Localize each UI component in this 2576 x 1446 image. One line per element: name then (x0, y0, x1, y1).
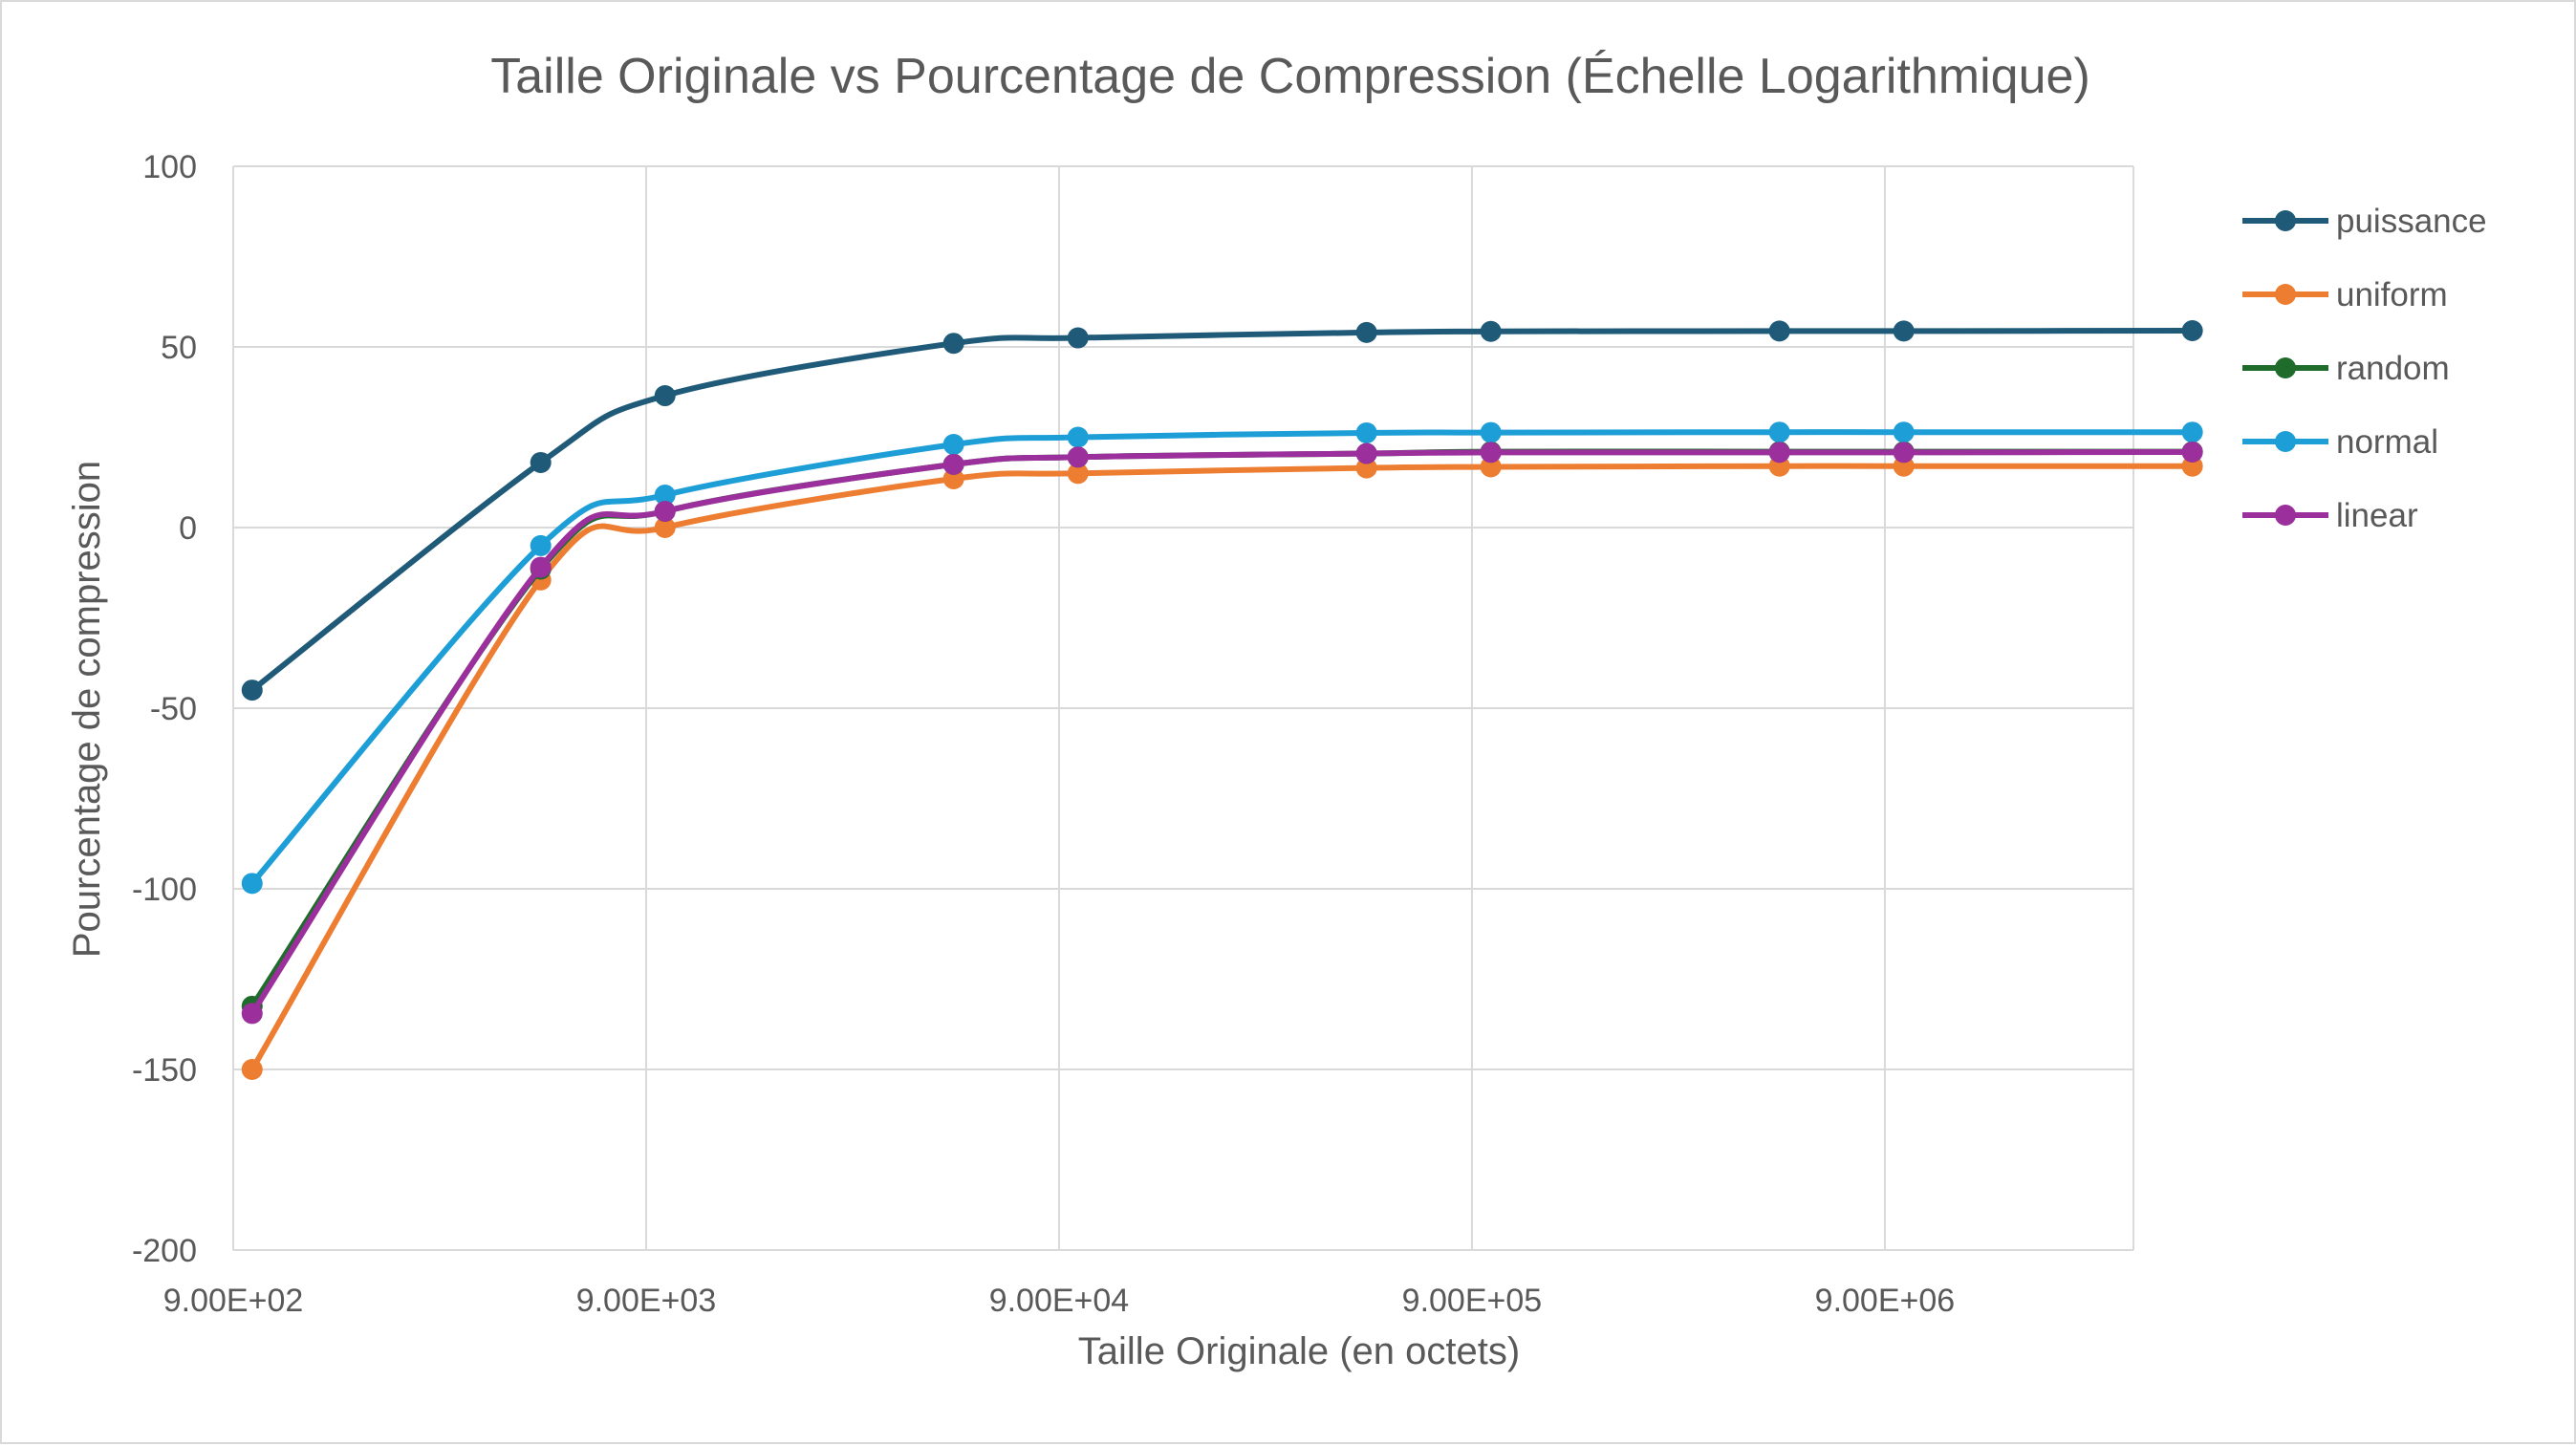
legend-swatch-marker (2275, 284, 2296, 305)
y-axis-label: Pourcentage de compression (66, 461, 108, 958)
data-point-normal (1067, 426, 1089, 448)
data-point-puissance (2181, 319, 2203, 341)
data-point-linear (942, 453, 964, 475)
series-line-uniform (249, 463, 2196, 1072)
data-point-linear (530, 556, 552, 578)
legend-swatch-marker (2275, 505, 2296, 526)
legend-item-puissance: puissance (2242, 203, 2487, 240)
series-line-linear (249, 449, 2196, 1017)
x-tick-label: 9.00E+04 (989, 1283, 1130, 1319)
data-point-puissance (1480, 320, 1502, 342)
legend-label: normal (2336, 423, 2438, 461)
y-tick-label: -200 (132, 1233, 197, 1269)
data-point-normal (1355, 421, 1377, 443)
data-point-uniform (942, 467, 964, 489)
data-point-linear (1768, 442, 1790, 464)
data-point-normal (1480, 421, 1502, 443)
series-linear (241, 441, 2203, 1025)
series-normal (241, 421, 2203, 895)
data-point-normal (654, 484, 676, 506)
series-puissance (241, 319, 2203, 701)
data-point-linear (1893, 442, 1915, 464)
x-tick-label: 9.00E+06 (1815, 1283, 1956, 1319)
data-point-linear (2181, 441, 2203, 463)
data-point-puissance (654, 385, 676, 407)
data-point-puissance (530, 451, 552, 473)
data-point-uniform (241, 1059, 263, 1080)
y-tick-label: 50 (161, 330, 197, 366)
x-axis-label: Taille Originale (en octets) (1078, 1330, 1520, 1372)
legend-swatch-marker (2275, 431, 2296, 452)
data-point-puissance (1067, 327, 1089, 349)
data-point-linear (1480, 442, 1502, 464)
legend: puissance uniform random normal linear (2242, 203, 2487, 534)
data-point-puissance (1768, 320, 1790, 342)
data-point-uniform (1355, 457, 1377, 479)
y-tick-label: 0 (179, 510, 197, 547)
data-point-linear (654, 500, 676, 522)
data-point-puissance (942, 333, 964, 355)
legend-label: uniform (2336, 276, 2448, 313)
data-point-puissance (1893, 320, 1915, 342)
data-point-linear (1067, 446, 1089, 468)
data-point-normal (2181, 421, 2203, 443)
chart-title: Taille Originale vs Pourcentage de Compr… (490, 49, 2090, 104)
legend-item-uniform: uniform (2242, 276, 2448, 313)
data-point-uniform (1067, 463, 1089, 485)
data-point-normal (1768, 421, 1790, 443)
y-tick-label: -150 (132, 1052, 197, 1089)
x-tick-label: 9.00E+05 (1402, 1283, 1543, 1319)
legend-label: random (2336, 350, 2450, 387)
data-point-normal (241, 873, 263, 895)
y-axis-ticks: 100 50 0 -50 -100 -150 -200 (132, 149, 197, 1269)
data-point-uniform (1480, 456, 1502, 478)
legend-item-normal: normal (2242, 423, 2438, 461)
legend-swatch-marker (2275, 357, 2296, 378)
data-point-linear (241, 1003, 263, 1025)
legend-swatch-marker (2275, 210, 2296, 231)
data-point-puissance (1355, 321, 1377, 343)
series-line-puissance (249, 328, 2196, 694)
data-point-linear (1355, 442, 1377, 464)
data-point-normal (1893, 421, 1915, 443)
series-line-random (249, 448, 2196, 1009)
x-tick-label: 9.00E+02 (163, 1283, 304, 1319)
gridlines (232, 165, 2134, 1251)
legend-label: puissance (2336, 203, 2487, 240)
x-axis-ticks: 9.00E+02 9.00E+03 9.00E+04 9.00E+05 9.00E+06 (163, 1283, 1955, 1319)
x-tick-label: 9.00E+03 (576, 1283, 717, 1319)
y-tick-label: -100 (132, 872, 197, 908)
series-line-normal (249, 429, 2196, 887)
legend-item-random: random (2242, 350, 2450, 387)
data-point-normal (942, 434, 964, 456)
y-tick-label: 100 (142, 149, 197, 185)
series-layer (241, 319, 2203, 1080)
legend-item-linear: linear (2242, 497, 2418, 534)
data-point-normal (530, 534, 552, 556)
legend-label: linear (2336, 497, 2418, 534)
data-point-puissance (241, 680, 263, 701)
y-tick-label: -50 (150, 691, 197, 727)
data-point-uniform (654, 517, 676, 538)
